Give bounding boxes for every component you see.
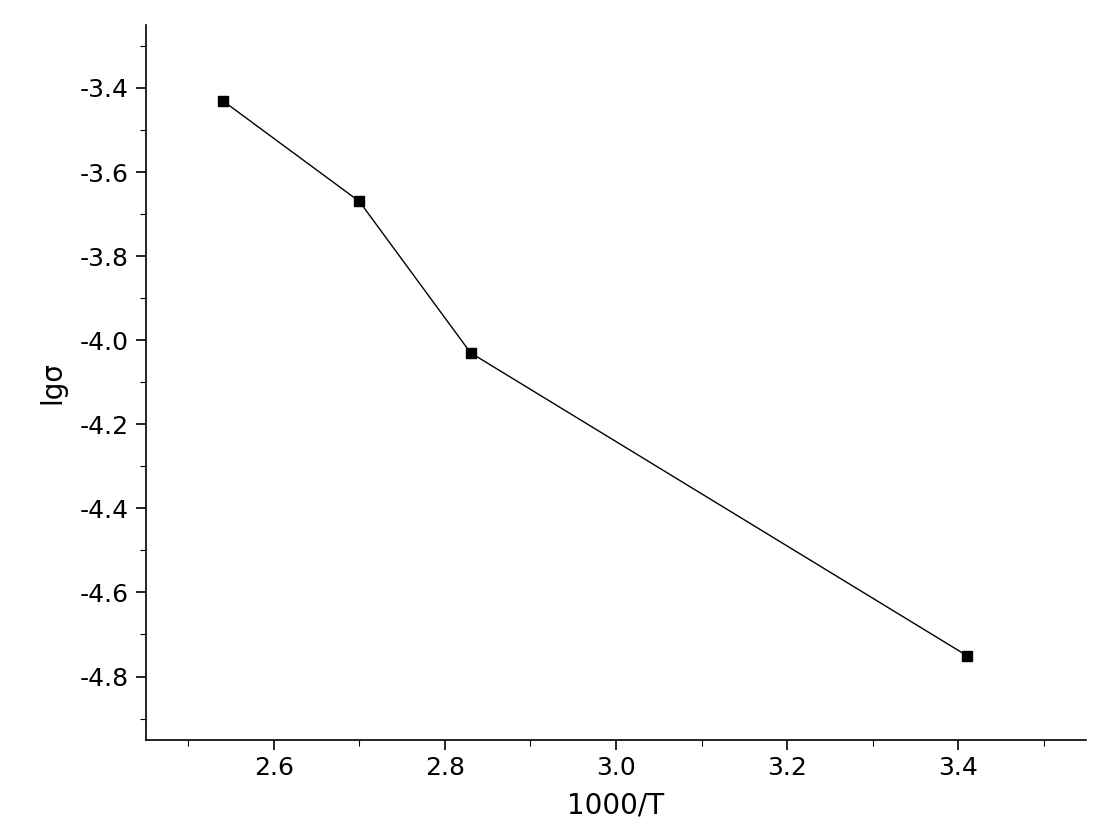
X-axis label: 1000/T: 1000/T: [568, 791, 664, 819]
Y-axis label: lgσ: lgσ: [38, 361, 66, 404]
